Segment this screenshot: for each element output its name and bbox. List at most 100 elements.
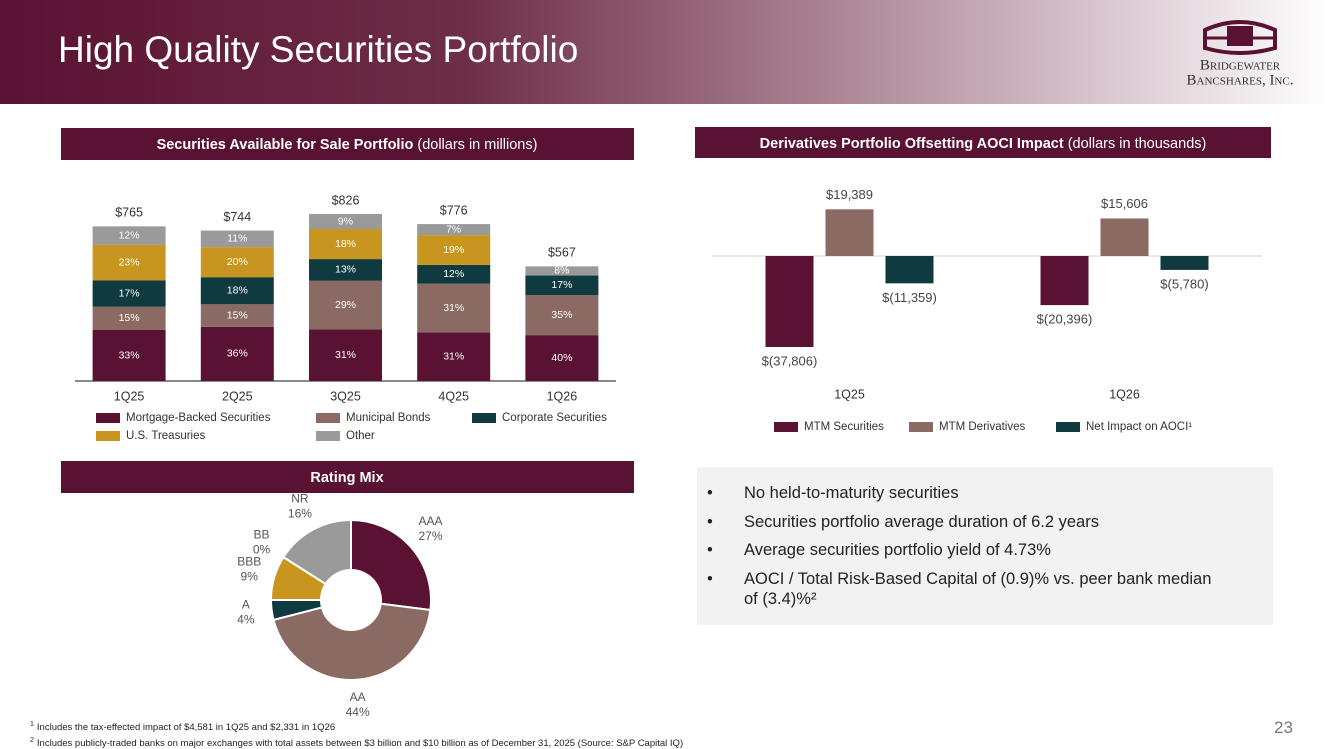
data-label: 36% — [227, 348, 248, 360]
legend-swatch — [316, 431, 340, 441]
legend-label: Mortgage-Backed Securities — [126, 412, 271, 424]
data-label: $(20,396) — [1037, 312, 1093, 327]
bar-segment — [309, 280, 382, 330]
slice-label: 16% — [288, 506, 312, 520]
data-label: 17% — [551, 279, 572, 291]
chart-title: Derivatives Portfolio Offsetting AOCI Im… — [760, 136, 1064, 152]
data-label: 35% — [551, 309, 572, 321]
bar-segment — [92, 306, 166, 330]
bar-segment — [92, 280, 166, 307]
legend-label: Corporate Securities — [502, 412, 607, 424]
bar — [1160, 256, 1209, 270]
footnote-text: Includes publicly-traded banks on major … — [36, 738, 684, 749]
data-label: 12% — [443, 268, 464, 280]
bar-segment — [417, 264, 491, 284]
data-label: $(5,780) — [1160, 276, 1208, 291]
bar-segment — [200, 326, 274, 381]
legend-label: MTM Securities — [804, 421, 884, 433]
legend-label: Municipal Bonds — [346, 412, 431, 424]
legend-swatch — [774, 422, 798, 432]
data-label: 40% — [551, 352, 572, 364]
data-label: 29% — [335, 299, 356, 311]
data-label: 31% — [443, 302, 464, 314]
bar-segment — [200, 277, 274, 305]
chart-subtitle: (dollars in thousands) — [1068, 136, 1207, 152]
slice-label: 0% — [253, 542, 271, 556]
page-number: 23 — [1274, 718, 1293, 737]
data-label: $(37,806) — [762, 353, 818, 368]
total-label: $567 — [548, 246, 576, 260]
bar-segment — [525, 266, 599, 276]
bar — [765, 256, 814, 347]
bar-segment — [309, 229, 382, 260]
bar-segment — [92, 226, 166, 245]
page-title: High Quality Securities Portfolio — [58, 29, 578, 70]
x-tick-label: 3Q25 — [330, 389, 361, 403]
data-label: 20% — [227, 256, 248, 268]
slice-label: 27% — [418, 529, 442, 543]
footnote: 1 Includes the tax-effected impact of $4,… — [30, 718, 683, 734]
data-label: 19% — [443, 244, 464, 256]
data-label: 8% — [554, 265, 569, 277]
bar-segment — [525, 275, 599, 296]
logo-line: Bridgewater — [1200, 57, 1281, 73]
legend-label: Other — [346, 430, 375, 442]
logo-line: Bancshares, Inc. — [1187, 72, 1294, 88]
data-label: $19,389 — [826, 187, 873, 202]
bar — [1040, 256, 1089, 306]
data-label: 15% — [119, 312, 140, 324]
total-label: $826 — [332, 193, 360, 207]
total-label: $744 — [223, 210, 251, 224]
bar-segment — [92, 244, 166, 281]
chart-title: Securities Available for Sale Portfolio — [157, 137, 414, 153]
section-title: Securities Available for Sale Portfolio … — [157, 137, 538, 153]
data-label: 17% — [119, 287, 140, 299]
footnote-marker: 1 — [30, 721, 34, 728]
slice-category: BB — [253, 527, 269, 541]
legend-swatch — [96, 431, 120, 441]
slice-category: AAA — [419, 514, 443, 528]
legend-swatch — [96, 413, 120, 423]
legend-label: MTM Derivatives — [939, 421, 1026, 433]
data-label: 23% — [119, 256, 140, 268]
footnote: 2 Includes publicly-traded banks on major… — [30, 734, 683, 749]
legend-swatch — [1056, 422, 1080, 432]
data-label: 18% — [227, 285, 248, 297]
legend-label: Net Impact on AOCI¹ — [1086, 421, 1192, 433]
bar-segment — [200, 304, 274, 327]
bar — [885, 256, 934, 284]
footnotes: 1 Includes the tax-effected impact of $4,… — [30, 718, 683, 749]
bar-segment — [200, 230, 274, 248]
total-label: $776 — [440, 203, 468, 217]
bar-segment — [309, 214, 382, 230]
bullet: Securities portfolio average duration of… — [707, 512, 1213, 532]
data-label: 31% — [443, 350, 464, 362]
data-label: 18% — [335, 238, 356, 250]
chart-title: Rating Mix — [310, 470, 383, 486]
bullet: Average securities portfolio yield of 4.… — [707, 540, 1213, 560]
legend-swatch — [909, 422, 933, 432]
bar-segment — [309, 259, 382, 281]
footnote-marker: 2 — [30, 737, 34, 745]
bar-segment — [92, 329, 166, 381]
chart-subtitle: (dollars in millions) — [417, 137, 537, 153]
x-tick-label: 1Q25 — [834, 387, 865, 401]
x-tick-label: 4Q25 — [438, 389, 469, 403]
bar-segment — [417, 332, 491, 381]
section-header — [695, 127, 1271, 158]
logo-emblem — [1203, 20, 1277, 55]
data-label: 12% — [119, 229, 140, 241]
slice-category: AA — [350, 690, 366, 704]
bar-segment — [309, 329, 382, 381]
slice-category: A — [242, 597, 250, 611]
legend-swatch — [316, 413, 340, 423]
bar-segment — [200, 247, 274, 278]
data-label: 15% — [227, 309, 248, 321]
slice-label: 44% — [346, 705, 370, 719]
pie-slice — [272, 602, 432, 681]
bar-segment — [417, 235, 491, 265]
bar-segment — [525, 295, 599, 336]
slice-label: 4% — [237, 612, 255, 626]
